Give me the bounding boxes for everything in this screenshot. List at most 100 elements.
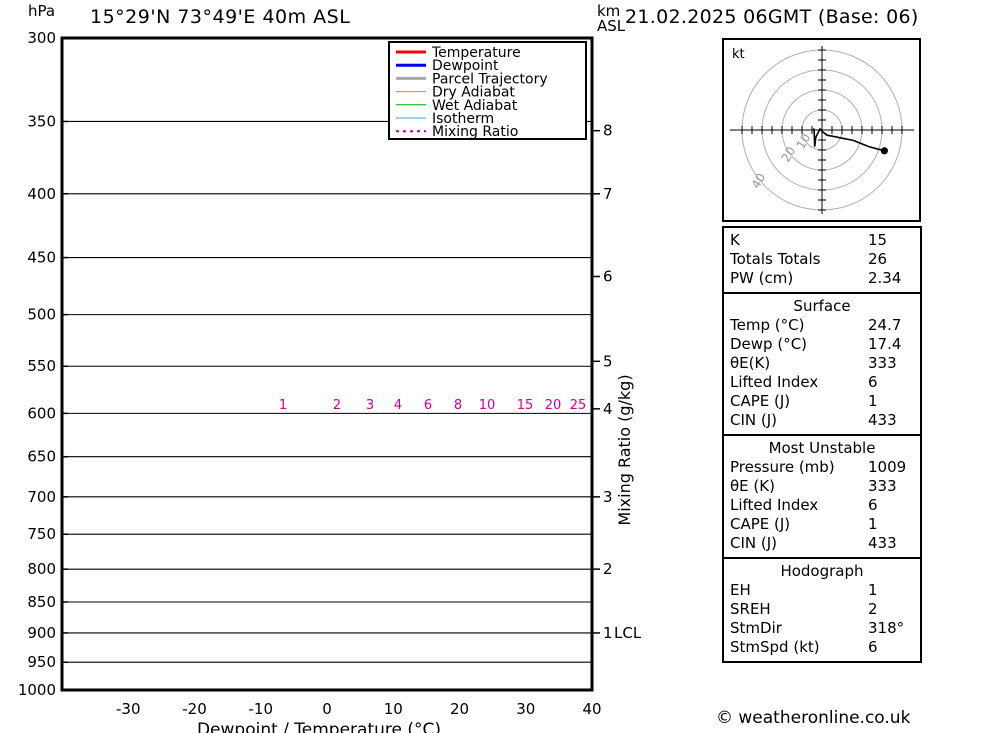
panel-row-value: 433 <box>868 411 897 429</box>
temperature-tick-label: 0 <box>322 700 332 718</box>
x-axis-label: Dewpoint / Temperature (°C) <box>197 720 441 733</box>
panel-row-value: 1009 <box>868 458 907 476</box>
temperature-tick-label: -20 <box>182 700 207 718</box>
mixing-ratio-value-label: 20 <box>545 398 562 413</box>
panel-row: CIN (J) 433 <box>730 534 914 553</box>
panel-row-label: CIN (J) <box>730 534 778 552</box>
mixing-ratio-value-label: 6 <box>424 398 432 413</box>
temperature-tick-label: -10 <box>249 700 274 718</box>
pressure-tick-label: 850 <box>27 593 56 611</box>
lcl-label: LCL <box>614 624 642 642</box>
panel-row: CAPE (J) 1 <box>730 515 914 534</box>
panel-row-label: Lifted Index <box>730 496 819 514</box>
panel-row-value: 6 <box>868 373 878 391</box>
panel-row-label: θE(K) <box>730 354 771 372</box>
plot-frame <box>60 36 594 692</box>
panel-row-label: StmSpd (kt) <box>730 638 820 656</box>
isotherm-line <box>658 38 660 690</box>
panel-indices: K 15 Totals Totals 26 PW (cm) 2.34 <box>722 226 922 294</box>
panel-row-label: Temp (°C) <box>730 316 805 334</box>
mixing-ratio-value-label: 4 <box>394 398 402 413</box>
panel-row: K 15 <box>730 231 914 250</box>
panel-row-value: 15 <box>868 231 888 249</box>
panel-row-label: Pressure (mb) <box>730 458 835 476</box>
panel-row-value: 433 <box>868 534 897 552</box>
hodograph-start-marker <box>880 147 888 155</box>
panel-row: θE (K) 333 <box>730 477 914 496</box>
panel-row: Dewp (°C) 17.4 <box>730 335 914 354</box>
pressure-tick-label: 650 <box>27 448 56 466</box>
hodograph-unit-label: kt <box>732 47 745 62</box>
hodograph-ring-label: 20 <box>779 144 799 164</box>
legend-label: Mixing Ratio <box>432 124 518 140</box>
height-tick-label: 6 <box>603 267 613 285</box>
datetime-label: 21.02.2025 06GMT (Base: 06) <box>625 6 919 28</box>
legend-label: Dewpoint <box>432 58 499 74</box>
panel-row-value: 2 <box>868 600 878 618</box>
panel-row-value: 6 <box>868 496 878 514</box>
panel-row-label: CAPE (J) <box>730 515 791 533</box>
pressure-tick-label: 450 <box>27 249 56 267</box>
panel-row-value: 1 <box>868 581 878 599</box>
panel-row-label: Lifted Index <box>730 373 819 391</box>
skewt-diagram: 3003504004505005506006507007508008509009… <box>18 29 660 733</box>
legend-label: Wet Adiabat <box>432 98 518 114</box>
panel-row: Temp (°C) 24.7 <box>730 316 914 335</box>
pressure-tick-label: 700 <box>27 488 56 506</box>
pressure-tick-label: 350 <box>27 112 56 130</box>
panel-title: Surface <box>793 297 851 315</box>
panel-row-value: 24.7 <box>868 316 902 334</box>
pressure-tick-label: 300 <box>27 29 56 47</box>
mixing-ratio-axis-label: Mixing Ratio (g/kg) <box>615 374 634 525</box>
legend-label: Parcel Trajectory <box>432 71 548 87</box>
panel-row: PW (cm) 2.34 <box>730 269 914 288</box>
panel-title: Most Unstable <box>768 439 876 457</box>
height-tick-label: 5 <box>603 352 613 370</box>
panel-row-label: Dewp (°C) <box>730 335 808 353</box>
temperature-tick-label: 30 <box>516 700 535 718</box>
dry-adiabat-line <box>646 38 660 690</box>
panel-hodograph-stats: Hodograph EH 1 SREH 2 StmDir 318° StmSpd (kt) 6 <box>722 557 922 663</box>
hodograph-ring-label: 40 <box>749 171 769 191</box>
mixing-ratio-value-label: 3 <box>366 398 374 413</box>
panel-row-value: 1 <box>868 515 878 533</box>
panel-row: CAPE (J) 1 <box>730 392 914 411</box>
panel-row-label: CAPE (J) <box>730 392 791 410</box>
pressure-tick-label: 750 <box>27 525 56 543</box>
panel-row-value: 2.34 <box>868 269 902 287</box>
panel-row: StmDir 318° <box>730 619 914 638</box>
panel-row: Totals Totals 26 <box>730 250 914 269</box>
mixing-ratio-value-label: 2 <box>333 398 341 413</box>
panel-row-value: 17.4 <box>868 335 902 353</box>
legend-label: Temperature <box>431 45 521 61</box>
panel-row-label: StmDir <box>730 619 782 637</box>
panel-row-value: 26 <box>868 250 888 268</box>
panel-row-label: PW (cm) <box>730 269 794 287</box>
panel-row-value: 6 <box>868 638 878 656</box>
height-tick-label: 2 <box>603 560 613 578</box>
pressure-tick-label: 550 <box>27 357 56 375</box>
height-unit-label: km ASL <box>597 4 625 34</box>
panel-row-value: 318° <box>868 619 905 637</box>
temperature-tick-label: 20 <box>450 700 469 718</box>
height-tick-label: 3 <box>603 488 613 506</box>
panel-row-label: EH <box>730 581 751 599</box>
pressure-tick-label: 950 <box>27 653 56 671</box>
panel-row-label: θE (K) <box>730 477 775 495</box>
height-tick-label: 1 <box>603 624 613 642</box>
panel-row: Pressure (mb) 1009 <box>730 458 914 477</box>
panel-surface: Surface Temp (°C) 24.7 Dewp (°C) 17.4 θE(K) 33… <box>722 292 922 436</box>
pressure-tick-label: 400 <box>27 185 56 203</box>
panel-row: Lifted Index 6 <box>730 373 914 392</box>
panel-most-unstable: Most Unstable Pressure (mb) 1009 θE (K) 333 L… <box>722 434 922 559</box>
panel-row-label: SREH <box>730 600 771 618</box>
panel-row-label: K <box>730 231 740 249</box>
pressure-tick-label: 600 <box>27 404 56 422</box>
legend-label: Dry Adiabat <box>432 85 515 101</box>
panel-row-value: 333 <box>868 477 897 495</box>
panel-title: Hodograph <box>780 562 864 580</box>
temperature-tick-label: 40 <box>582 700 601 718</box>
